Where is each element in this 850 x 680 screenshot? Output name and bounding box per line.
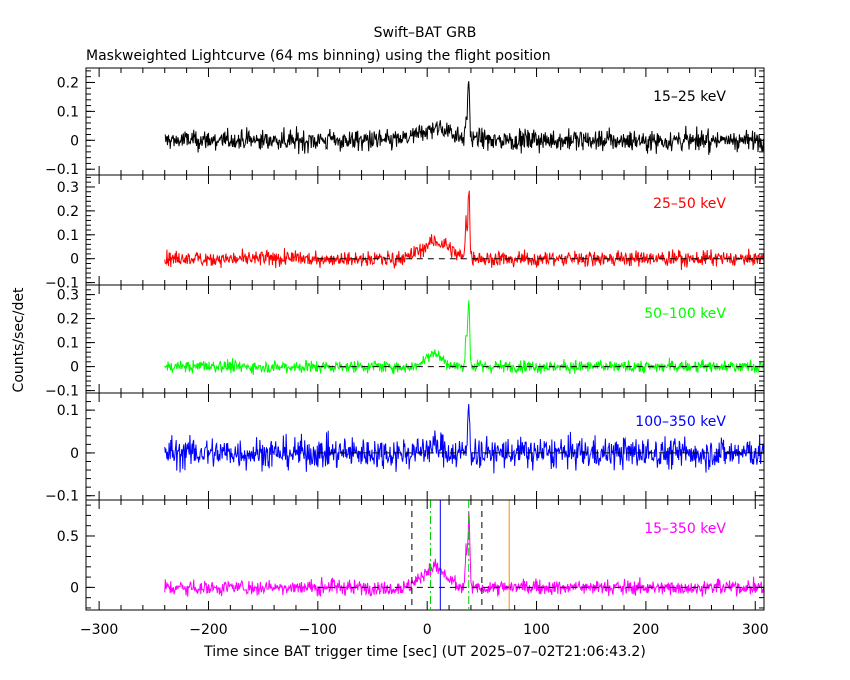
y-tick-label: 0.1 — [57, 104, 79, 120]
y-tick-label: 0.1 — [57, 403, 79, 419]
chart-subtitle: Maskweighted Lightcurve (64 ms binning) … — [86, 48, 551, 64]
panel-25-50kev: −0.1 0 0.1 0.2 0.3 25–50 keV — [45, 174, 765, 292]
y-tick-label: 0.2 — [57, 204, 79, 220]
band-label-25-50 keV: 25–50 keV — [653, 196, 726, 212]
y-tick-label: 0 — [70, 446, 79, 462]
y-tick-label: 0 — [70, 133, 79, 149]
band-label-15-350 keV: 15–350 keV — [644, 521, 726, 537]
band-label-50-100 keV: 50–100 keV — [644, 306, 726, 322]
y-tick-label: 0.1 — [57, 336, 79, 352]
y-tick-label: −0.1 — [45, 384, 79, 400]
panel-15-25kev: −0.1 0 0.1 0.2 15–25 keV — [45, 67, 765, 178]
panel-frame — [85, 174, 765, 286]
y-tick-label: −0.1 — [45, 162, 79, 178]
y-axis-label: Counts/sec/det — [11, 287, 27, 392]
series-line-15-350 keV — [164, 511, 764, 597]
y-tick-label: 0 — [70, 360, 79, 376]
x-tick-label: 100 — [523, 622, 550, 638]
series-line-100-350 keV — [164, 404, 764, 474]
y-tick-label: −0.1 — [45, 276, 79, 292]
y-tick-label: 0 — [70, 580, 79, 596]
panel-frame — [85, 284, 765, 394]
y-tick-label: 0.2 — [57, 75, 79, 91]
band-label-15-25 keV: 15–25 keV — [653, 89, 726, 105]
x-tick-label: −200 — [189, 622, 227, 638]
panel-50-100kev: −0.1 0 0.1 0.2 0.3 50–100 keV — [45, 284, 765, 400]
panel-frame — [85, 499, 765, 611]
y-tick-label: −0.1 — [45, 489, 79, 505]
x-tick-label: −100 — [299, 622, 337, 638]
x-tick-label: −300 — [80, 622, 118, 638]
x-tick-label: 200 — [633, 622, 660, 638]
y-tick-label: 0.3 — [57, 288, 79, 304]
x-tick-label: 0 — [423, 622, 432, 638]
series-line-25-50 keV — [164, 190, 764, 270]
panel-frame — [85, 67, 765, 176]
series-line-15-25 keV — [164, 81, 764, 155]
band-label-100-350 keV: 100–350 keV — [635, 414, 726, 430]
x-axis-label: Time since BAT trigger time [sec] (UT 20… — [203, 644, 646, 660]
x-tick-label: 300 — [742, 622, 769, 638]
y-tick-label: 0.3 — [57, 180, 79, 196]
y-tick-label: 0 — [70, 252, 79, 268]
y-tick-label: 0.2 — [57, 312, 79, 328]
y-tick-label: 0.1 — [57, 228, 79, 244]
panel-15-350kev: 0 0.5 15–350 keV — [57, 499, 765, 611]
y-tick-label: 0.5 — [57, 529, 79, 545]
chart-title: Swift–BAT GRB — [374, 25, 477, 41]
panel-100-350kev: −0.1 0 0.1 100–350 keV — [45, 392, 765, 505]
x-axis-ticks: −300 −200 −100 0 100 200 300 — [80, 622, 769, 638]
